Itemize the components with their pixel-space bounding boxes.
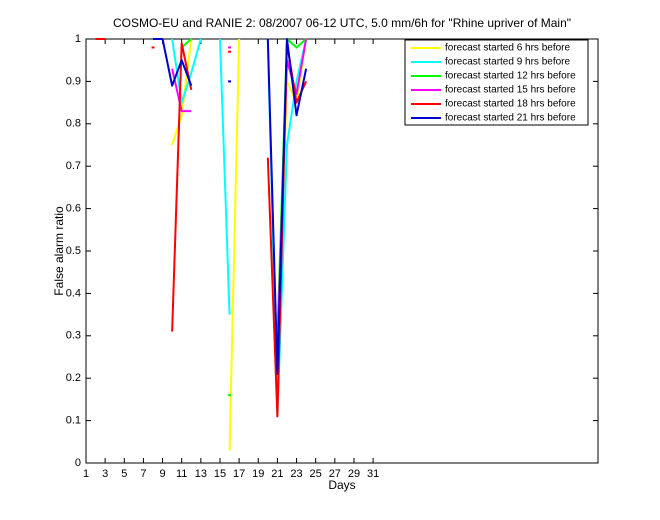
y-tick-label: 0.5 <box>66 245 81 257</box>
legend-label: forecast started 6 hrs before <box>445 43 571 54</box>
x-tick-label: 17 <box>233 468 245 480</box>
x-tick-label: 5 <box>121 468 127 480</box>
y-axis-label: False alarm ratio <box>52 206 66 296</box>
legend-label: forecast started 18 hrs before <box>445 99 576 110</box>
x-tick-label: 29 <box>348 468 360 480</box>
x-tick-label: 13 <box>195 468 207 480</box>
x-tick-label: 3 <box>102 468 108 480</box>
x-tick-label: 27 <box>329 468 341 480</box>
x-tick-label: 21 <box>271 468 283 480</box>
x-tick-label: 9 <box>159 468 165 480</box>
series-line <box>228 38 241 451</box>
legend-label: forecast started 12 hrs before <box>445 71 576 82</box>
series-line <box>171 38 193 146</box>
x-tick-label: 15 <box>214 468 226 480</box>
series-line <box>171 68 192 113</box>
y-tick-label: 0.3 <box>66 330 81 342</box>
x-tick-label: 11 <box>176 468 187 480</box>
legend-box <box>404 39 589 126</box>
y-tick-label: 0.8 <box>66 118 81 130</box>
y-tick-label: 0.6 <box>66 203 81 215</box>
x-tick-label: 19 <box>252 468 264 480</box>
x-tick-label: 1 <box>83 468 89 480</box>
legend-label: forecast started 9 hrs before <box>445 57 571 68</box>
y-tick-label: 0 <box>75 457 81 469</box>
y-tick-label: 1 <box>75 33 81 45</box>
legend-label: forecast started 21 hrs before <box>445 113 576 124</box>
series-line <box>218 38 231 315</box>
y-tick-label: 0.9 <box>66 75 81 87</box>
x-axis-label: Days <box>328 478 355 492</box>
legend-label: forecast started 15 hrs before <box>445 85 576 96</box>
x-tick-label: 25 <box>310 468 322 480</box>
y-tick-label: 0.4 <box>66 287 81 299</box>
y-tick-label: 0.7 <box>66 160 81 172</box>
y-tick-label: 0.1 <box>66 415 81 427</box>
x-tick-label: 7 <box>140 468 146 480</box>
y-tick-label: 0.2 <box>66 372 81 384</box>
chart-title: COSMO-EU and RANIE 2: 08/2007 06-12 UTC,… <box>113 16 571 30</box>
x-tick-label: 31 <box>367 468 379 480</box>
series-line <box>266 38 308 375</box>
series-line <box>152 38 193 87</box>
x-tick-label: 23 <box>290 468 302 480</box>
